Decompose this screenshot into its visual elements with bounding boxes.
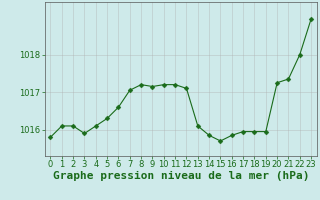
- X-axis label: Graphe pression niveau de la mer (hPa): Graphe pression niveau de la mer (hPa): [52, 171, 309, 181]
